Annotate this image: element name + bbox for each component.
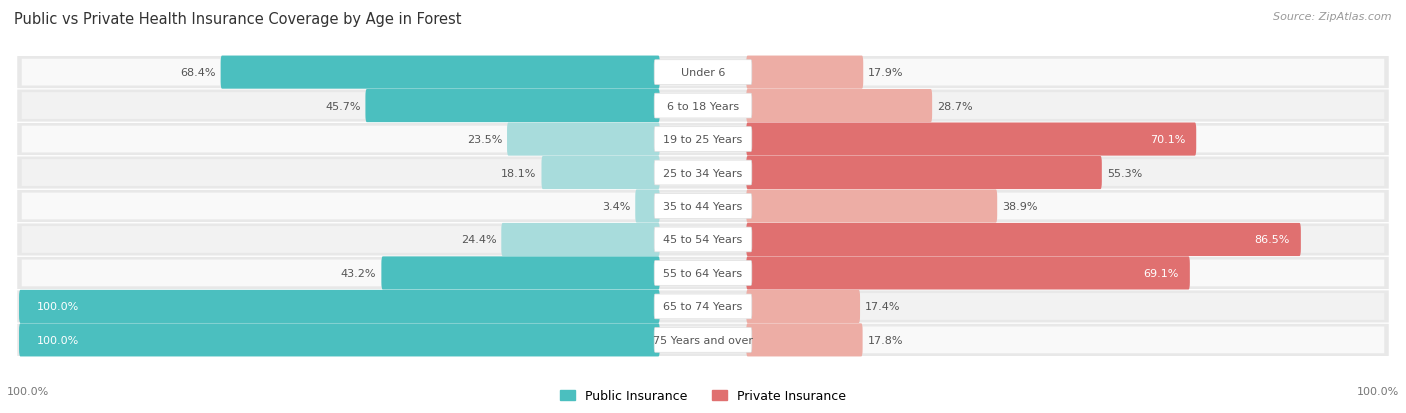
FancyBboxPatch shape: [17, 57, 1389, 89]
FancyBboxPatch shape: [508, 123, 659, 156]
Text: 17.4%: 17.4%: [865, 301, 900, 312]
Text: 23.5%: 23.5%: [467, 135, 502, 145]
FancyBboxPatch shape: [221, 57, 659, 90]
FancyBboxPatch shape: [654, 228, 752, 252]
Text: 55 to 64 Years: 55 to 64 Years: [664, 268, 742, 278]
Text: 100.0%: 100.0%: [1357, 387, 1399, 396]
Text: 100.0%: 100.0%: [37, 301, 79, 312]
FancyBboxPatch shape: [654, 261, 752, 286]
Text: 100.0%: 100.0%: [7, 387, 49, 396]
FancyBboxPatch shape: [21, 293, 1385, 320]
FancyBboxPatch shape: [20, 290, 659, 323]
FancyBboxPatch shape: [747, 57, 863, 90]
FancyBboxPatch shape: [17, 291, 1389, 323]
FancyBboxPatch shape: [502, 223, 659, 256]
FancyBboxPatch shape: [747, 90, 932, 123]
Text: 25 to 34 Years: 25 to 34 Years: [664, 168, 742, 178]
Text: 45.7%: 45.7%: [325, 101, 360, 112]
FancyBboxPatch shape: [17, 190, 1389, 223]
Text: 65 to 74 Years: 65 to 74 Years: [664, 301, 742, 312]
FancyBboxPatch shape: [747, 290, 860, 323]
Text: Under 6: Under 6: [681, 68, 725, 78]
FancyBboxPatch shape: [654, 161, 752, 185]
FancyBboxPatch shape: [21, 160, 1385, 186]
Text: 43.2%: 43.2%: [340, 268, 377, 278]
FancyBboxPatch shape: [747, 123, 1197, 156]
FancyBboxPatch shape: [747, 190, 997, 223]
Text: Public vs Private Health Insurance Coverage by Age in Forest: Public vs Private Health Insurance Cover…: [14, 12, 461, 27]
FancyBboxPatch shape: [21, 126, 1385, 153]
FancyBboxPatch shape: [17, 157, 1389, 189]
Text: 28.7%: 28.7%: [938, 101, 973, 112]
Text: 69.1%: 69.1%: [1143, 268, 1178, 278]
FancyBboxPatch shape: [654, 328, 752, 352]
FancyBboxPatch shape: [654, 194, 752, 219]
FancyBboxPatch shape: [747, 223, 1301, 256]
FancyBboxPatch shape: [366, 90, 659, 123]
FancyBboxPatch shape: [747, 323, 863, 356]
FancyBboxPatch shape: [21, 59, 1385, 86]
Text: 18.1%: 18.1%: [501, 168, 537, 178]
FancyBboxPatch shape: [21, 260, 1385, 287]
Text: 6 to 18 Years: 6 to 18 Years: [666, 101, 740, 112]
FancyBboxPatch shape: [17, 224, 1389, 256]
Text: 35 to 44 Years: 35 to 44 Years: [664, 202, 742, 211]
Legend: Public Insurance, Private Insurance: Public Insurance, Private Insurance: [555, 385, 851, 408]
FancyBboxPatch shape: [654, 127, 752, 152]
Text: 75 Years and over: 75 Years and over: [652, 335, 754, 345]
FancyBboxPatch shape: [17, 257, 1389, 290]
Text: 55.3%: 55.3%: [1107, 168, 1142, 178]
Text: 45 to 54 Years: 45 to 54 Years: [664, 235, 742, 245]
FancyBboxPatch shape: [21, 193, 1385, 220]
FancyBboxPatch shape: [17, 123, 1389, 156]
FancyBboxPatch shape: [21, 93, 1385, 120]
FancyBboxPatch shape: [17, 90, 1389, 122]
Text: 17.8%: 17.8%: [868, 335, 903, 345]
FancyBboxPatch shape: [21, 227, 1385, 253]
FancyBboxPatch shape: [20, 323, 659, 356]
Text: 70.1%: 70.1%: [1150, 135, 1185, 145]
Text: 19 to 25 Years: 19 to 25 Years: [664, 135, 742, 145]
FancyBboxPatch shape: [654, 294, 752, 319]
Text: 100.0%: 100.0%: [37, 335, 79, 345]
FancyBboxPatch shape: [654, 61, 752, 85]
FancyBboxPatch shape: [381, 257, 659, 290]
FancyBboxPatch shape: [636, 190, 659, 223]
Text: 17.9%: 17.9%: [869, 68, 904, 78]
Text: 3.4%: 3.4%: [602, 202, 630, 211]
FancyBboxPatch shape: [654, 94, 752, 119]
Text: 68.4%: 68.4%: [180, 68, 215, 78]
FancyBboxPatch shape: [21, 327, 1385, 354]
Text: 24.4%: 24.4%: [461, 235, 496, 245]
FancyBboxPatch shape: [541, 157, 659, 190]
FancyBboxPatch shape: [747, 157, 1102, 190]
Text: 86.5%: 86.5%: [1254, 235, 1289, 245]
Text: Source: ZipAtlas.com: Source: ZipAtlas.com: [1274, 12, 1392, 22]
FancyBboxPatch shape: [17, 324, 1389, 356]
Text: 38.9%: 38.9%: [1002, 202, 1038, 211]
FancyBboxPatch shape: [747, 257, 1189, 290]
